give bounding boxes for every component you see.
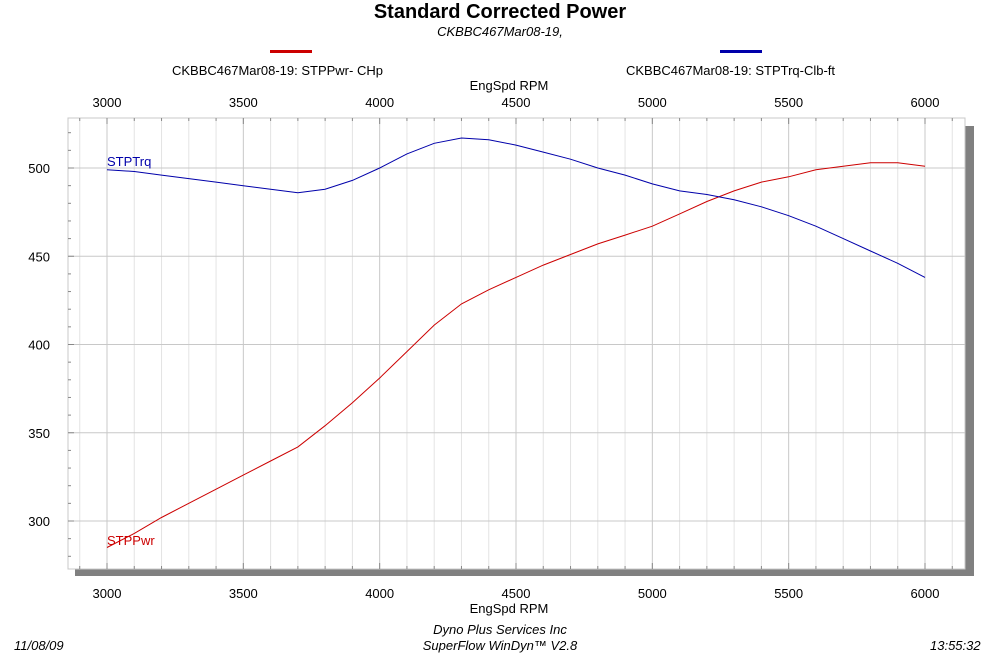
y-tick-label: 500 xyxy=(28,161,50,176)
x-tick-label-bottom: 5500 xyxy=(774,586,803,601)
chart-subtitle: CKBBC467Mar08-19, xyxy=(437,24,563,39)
plot-shadow-right xyxy=(965,126,974,576)
x-tick-label-bottom: 6000 xyxy=(911,586,940,601)
y-tick-label: 450 xyxy=(28,249,50,264)
x-tick-label-top: 5500 xyxy=(774,95,803,110)
legend-label-torque: CKBBC467Mar08-19: STPTrq-Clb-ft xyxy=(626,63,836,78)
footer-time: 13:55:32 xyxy=(930,638,981,653)
x-axis-title-bottom: EngSpd RPM xyxy=(469,601,549,616)
y-tick-label: 300 xyxy=(28,514,50,529)
chart-title: Standard Corrected Power xyxy=(373,1,627,23)
axis-ticks xyxy=(68,118,953,569)
y-tick-label: 350 xyxy=(28,426,50,441)
x-tick-label-top: 6000 xyxy=(911,95,940,110)
x-tick-label-bottom: 3500 xyxy=(229,586,258,601)
series-line-power xyxy=(106,162,926,548)
x-tick-label-top: 3500 xyxy=(229,95,258,110)
x-tick-label-bottom: 5000 xyxy=(638,586,667,601)
x-axis-title-top: EngSpd RPM xyxy=(469,78,549,93)
series-lines xyxy=(106,137,926,548)
grid-lines xyxy=(68,118,965,569)
footer-company: Dyno Plus Services Inc xyxy=(433,622,567,637)
legend-label-power: CKBBC467Mar08-19: STPPwr- CHp xyxy=(172,63,383,78)
series-label-torque: STPTrq xyxy=(107,154,151,169)
y-tick-label: 400 xyxy=(28,338,50,353)
series-label-power: STPPwr xyxy=(107,533,155,548)
tick-labels: 3000 3000 3500 3500 4000 4000 4500 4500 5000 5000… xyxy=(28,95,939,601)
legend-swatch-power xyxy=(270,50,312,53)
x-tick-label-top: 4000 xyxy=(365,95,394,110)
x-tick-label-bottom: 4000 xyxy=(365,586,394,601)
x-tick-label-bottom: 4500 xyxy=(502,586,531,601)
footer-software: SuperFlow WinDyn™ V2.8 xyxy=(422,638,578,653)
x-tick-label-top: 3000 xyxy=(93,95,122,110)
x-tick-label-top: 4500 xyxy=(502,95,531,110)
series-line-torque xyxy=(106,137,926,278)
legend-swatch-torque xyxy=(720,50,762,53)
x-tick-label-bottom: 3000 xyxy=(93,586,122,601)
footer-date: 11/08/09 xyxy=(14,638,64,653)
plot-shadow-bottom xyxy=(75,569,974,576)
x-tick-label-top: 5000 xyxy=(638,95,667,110)
